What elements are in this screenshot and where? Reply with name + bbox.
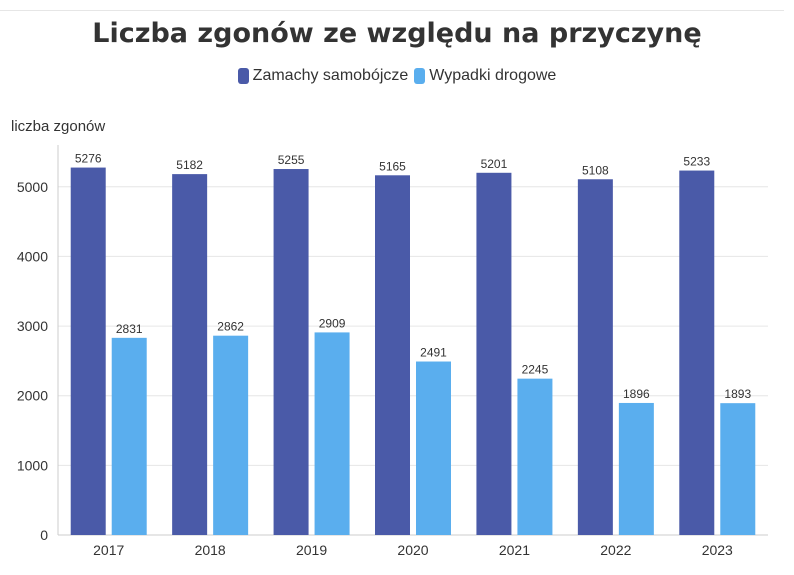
legend-item-series-1[interactable]: Zamachy samobójcze [237, 67, 409, 85]
data-label: 5165 [379, 159, 406, 173]
bar-series-1 [476, 172, 512, 535]
y-tick-label: 1000 [17, 457, 48, 473]
data-label: 2862 [217, 320, 244, 334]
bar-series-2 [720, 403, 756, 535]
data-label: 5233 [683, 155, 710, 169]
x-tick-label: 2019 [296, 542, 327, 558]
legend-swatch-series-1 [237, 68, 249, 84]
y-tick-label: 3000 [17, 318, 48, 334]
top-divider [0, 10, 784, 11]
bar-series-1 [70, 167, 106, 536]
data-label: 5255 [278, 153, 305, 167]
y-tick-label: 0 [40, 527, 48, 543]
data-label: 1896 [623, 387, 650, 401]
bar-series-2 [517, 378, 553, 535]
legend-label-series-1: Zamachy samobójcze [252, 67, 409, 84]
x-tick-label: 2022 [600, 542, 631, 558]
y-tick-label: 5000 [17, 179, 48, 195]
legend-swatch-series-2 [414, 68, 426, 84]
bar-series-1 [172, 174, 208, 535]
data-label: 2491 [420, 346, 447, 360]
bar-series-2 [213, 335, 249, 535]
data-label: 2245 [522, 363, 549, 377]
bar-series-2 [314, 332, 350, 535]
data-label: 5182 [176, 158, 203, 172]
data-label: 5276 [75, 152, 102, 166]
legend-label-series-2: Wypadki drogowe [429, 67, 557, 84]
bar-series-2 [618, 402, 654, 535]
bar-series-2 [416, 361, 451, 535]
x-tick-label: 2020 [397, 542, 428, 558]
bar-series-1 [375, 175, 410, 535]
bar-series-1 [273, 169, 309, 535]
x-tick-label: 2017 [93, 542, 124, 558]
data-label: 5108 [582, 163, 609, 177]
y-axis-label: liczba zgonów [11, 118, 106, 135]
chart-title: Liczba zgonów ze względu na przyczynę [92, 18, 702, 49]
x-tick-label: 2018 [195, 542, 226, 558]
legend-item-series-2[interactable]: Wypadki drogowe [414, 67, 556, 85]
data-label: 2831 [116, 322, 143, 336]
bar-series-1 [577, 179, 613, 535]
y-tick-label: 2000 [17, 388, 48, 404]
bar-series-1 [679, 170, 715, 535]
data-label: 5201 [481, 157, 508, 171]
bar-series-2 [111, 337, 147, 535]
data-label: 1893 [724, 387, 751, 401]
y-tick-label: 4000 [17, 248, 48, 264]
x-tick-label: 2021 [499, 542, 530, 558]
data-label: 2909 [319, 316, 346, 330]
legend: Zamachy samobójcze Wypadki drogowe [0, 67, 794, 85]
x-tick-label: 2023 [702, 542, 733, 558]
